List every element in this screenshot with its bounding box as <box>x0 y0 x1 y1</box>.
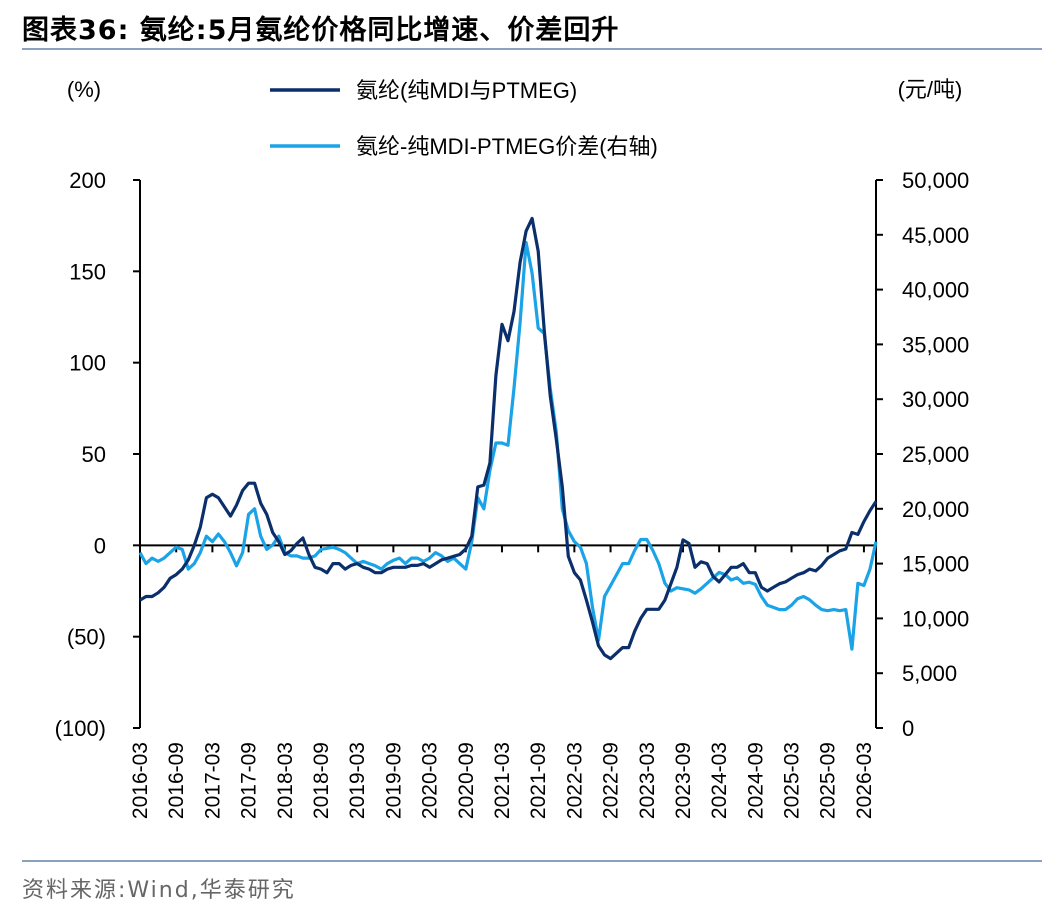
x-axis-tick-label: 2016-09 <box>165 742 188 819</box>
x-axis-tick-label: 2017-03 <box>201 742 224 819</box>
legend-label-2: 氨纶-纯MDI-PTMEG价差(右轴) <box>356 134 658 159</box>
left-axis-tick-label: 50 <box>82 442 106 467</box>
x-axis-tick-label: 2017-09 <box>238 742 261 819</box>
right-axis-unit: (元/吨) <box>898 77 963 102</box>
x-axis-tick-label: 2020-03 <box>419 742 442 819</box>
x-axis-tick-label: 2025-03 <box>781 742 804 819</box>
right-axis-tick-label: 25,000 <box>902 442 969 467</box>
right-axis-tick-label: 45,000 <box>902 223 969 248</box>
left-axis-tick-label: (50) <box>67 625 106 650</box>
left-axis-unit: (%) <box>67 77 101 102</box>
right-axis-tick-label: 15,000 <box>902 552 969 577</box>
x-axis-tick-label: 2025-09 <box>817 742 840 819</box>
x-axis-tick-label: 2022-03 <box>563 742 586 819</box>
left-axis-tick-label: 100 <box>69 351 106 376</box>
chart-legend: 氨纶(纯MDI与PTMEG) 氨纶-纯MDI-PTMEG价差(右轴) <box>270 78 658 159</box>
series-line-spread <box>138 240 878 651</box>
right-axis-tick-label: 35,000 <box>902 332 969 357</box>
x-axis-tick-label: 2019-03 <box>346 742 369 819</box>
chart-lines <box>138 216 878 661</box>
chart-axes: (%) 200 150 100 50 0 (50) (100) (元/吨) 50,000 45,00… <box>55 77 970 819</box>
x-axis-tick-label: 2018-09 <box>310 742 333 819</box>
x-axis-tick-label: 2023-03 <box>636 742 659 819</box>
title-rule <box>22 48 1042 50</box>
x-axis-tick-label: 2019-09 <box>382 742 405 819</box>
x-axis-tick-label: 2021-09 <box>527 742 550 819</box>
right-axis-tick-label: 20,000 <box>902 497 969 522</box>
figure-title: 图表36: 氨纶:5月氨纶价格同比增速、价差回升 <box>22 15 620 46</box>
series-line-spandex-yoy <box>139 216 878 661</box>
right-axis-tick-label: 10,000 <box>902 606 969 631</box>
x-axis-tick-label: 2022-09 <box>600 742 623 819</box>
x-axis-tick-label: 2024-09 <box>744 742 767 819</box>
x-axis-tick-label: 2020-09 <box>455 742 478 819</box>
x-axis-tick-label: 2026-03 <box>853 742 876 819</box>
x-axis-tick-label: 2018-03 <box>274 742 297 819</box>
x-axis-tick-label: 2021-03 <box>491 742 514 819</box>
left-axis-tick-label: (100) <box>55 716 106 741</box>
legend-label-1: 氨纶(纯MDI与PTMEG) <box>356 78 577 103</box>
x-axis-tick-label: 2024-03 <box>708 742 731 819</box>
right-axis-tick-label: 40,000 <box>902 278 969 303</box>
right-axis-tick-label: 0 <box>902 716 914 741</box>
left-axis-tick-label: 150 <box>69 259 106 284</box>
right-axis-tick-label: 5,000 <box>902 661 957 686</box>
left-axis-tick-label: 0 <box>94 533 106 558</box>
right-axis-tick-label: 30,000 <box>902 387 969 412</box>
source-note: 资料来源:Wind,华泰研究 <box>22 878 296 903</box>
x-axis-tick-label: 2023-09 <box>672 742 695 819</box>
left-axis-tick-label: 200 <box>69 168 106 193</box>
right-axis-tick-label: 50,000 <box>902 168 969 193</box>
footer-rule <box>22 860 1042 862</box>
x-axis-tick-label: 2016-03 <box>129 742 152 819</box>
